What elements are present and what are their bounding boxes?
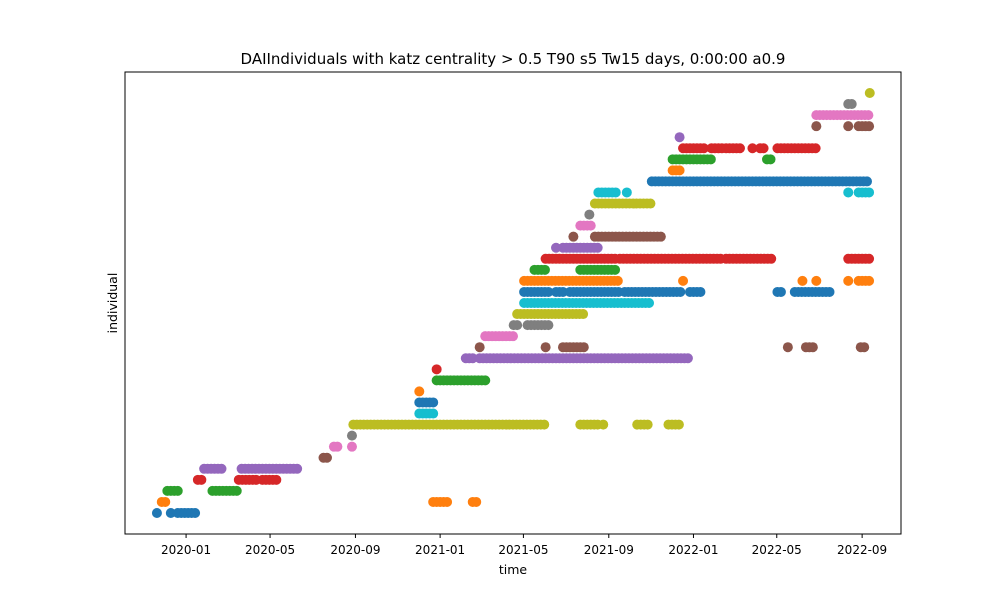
data-point [678, 275, 689, 286]
data-point [765, 154, 776, 165]
plot-frame [124, 71, 902, 535]
x-axis-label: time [499, 562, 528, 577]
data-point [508, 331, 518, 342]
data-point [811, 275, 822, 286]
x-tick-label: 2022-01 [668, 543, 718, 557]
x-axis-ticks: 2020-01 2020-05 2020-09 2021-01 2021-05 2021-… [161, 534, 887, 557]
data-point [557, 286, 568, 297]
data-point [673, 419, 684, 430]
data-point [766, 253, 777, 264]
data-point [431, 364, 442, 375]
data-point [843, 275, 854, 286]
data-point [705, 154, 716, 165]
data-point [428, 397, 439, 408]
data-point [846, 99, 857, 110]
data-point [864, 275, 875, 286]
data-point [610, 187, 621, 198]
data-point [346, 441, 357, 452]
x-tick-label: 2021-01 [415, 543, 465, 557]
data-point [578, 342, 589, 353]
data-point [734, 143, 745, 154]
data-point [428, 408, 439, 419]
data-point [811, 121, 822, 132]
data-point [861, 176, 872, 187]
data-point [864, 187, 875, 198]
data-point [568, 231, 579, 242]
data-point [863, 110, 874, 121]
data-point [775, 286, 786, 297]
data-point [160, 496, 171, 507]
data-point [864, 88, 875, 98]
data-point [543, 286, 554, 297]
data-point [645, 198, 656, 209]
data-point [467, 353, 478, 364]
data-point [824, 286, 835, 297]
x-tick-label: 2020-09 [330, 543, 380, 557]
data-point [747, 143, 758, 154]
data-points [151, 88, 875, 518]
data-point [682, 353, 693, 364]
data-point [807, 342, 818, 353]
data-point [612, 275, 623, 286]
data-point [196, 474, 207, 485]
data-point [551, 242, 562, 253]
data-point [810, 143, 821, 154]
data-point [216, 463, 227, 474]
data-point [414, 386, 425, 397]
x-tick-label: 2021-09 [584, 543, 634, 557]
data-point [172, 485, 183, 496]
x-tick-label: 2020-01 [161, 543, 211, 557]
data-point [231, 485, 242, 496]
data-point [864, 121, 875, 132]
data-point [843, 121, 854, 132]
data-point [471, 496, 482, 507]
data-point [578, 309, 589, 320]
data-point [674, 165, 685, 176]
x-tick-label: 2022-05 [752, 543, 802, 557]
data-point [512, 320, 523, 331]
data-point [598, 419, 609, 430]
data-point [539, 419, 550, 430]
x-tick-label: 2021-05 [498, 543, 548, 557]
data-point [442, 496, 453, 507]
data-point [797, 275, 808, 286]
data-point [698, 143, 709, 154]
data-point [190, 508, 201, 518]
x-tick-label: 2022-09 [837, 543, 887, 557]
data-point [271, 474, 282, 485]
data-point [864, 253, 875, 264]
data-point [610, 264, 621, 275]
data-point [782, 342, 793, 353]
data-point [859, 342, 870, 353]
data-point [585, 220, 596, 231]
data-point [165, 508, 176, 518]
data-point [758, 143, 769, 154]
data-point [621, 187, 632, 198]
chart-title: DAIIndividuals with katz centrality > 0.… [241, 50, 786, 68]
data-point [584, 209, 595, 220]
data-point [540, 342, 551, 353]
data-point [321, 452, 332, 463]
data-point [644, 298, 655, 308]
x-tick-label: 2020-05 [245, 543, 295, 557]
data-point [151, 508, 162, 518]
data-point [332, 441, 343, 452]
data-point [539, 264, 550, 275]
data-point [695, 286, 706, 297]
data-point [480, 375, 491, 386]
y-axis-label: individual [105, 273, 120, 334]
data-point [675, 286, 686, 297]
data-point [843, 187, 854, 198]
data-point [674, 132, 685, 143]
data-point [642, 419, 653, 430]
data-point [592, 242, 603, 253]
data-point [474, 342, 485, 353]
data-point [292, 463, 303, 474]
data-point [346, 430, 357, 441]
data-point [655, 231, 666, 242]
data-point [543, 320, 554, 331]
